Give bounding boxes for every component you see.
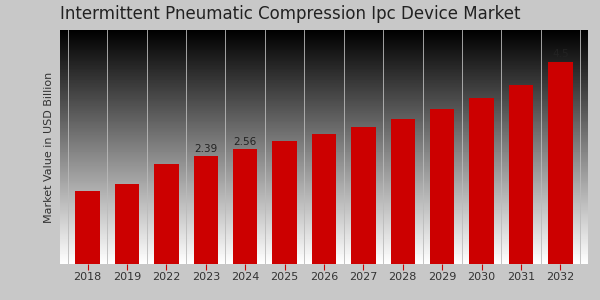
Bar bbox=[430, 109, 454, 264]
Bar bbox=[272, 141, 297, 264]
Text: Intermittent Pneumatic Compression Ipc Device Market: Intermittent Pneumatic Compression Ipc D… bbox=[60, 5, 521, 23]
Text: 4.5: 4.5 bbox=[552, 49, 569, 59]
Text: 2.56: 2.56 bbox=[233, 136, 257, 147]
Bar bbox=[194, 157, 218, 264]
Bar bbox=[312, 134, 336, 264]
Bar bbox=[76, 191, 100, 264]
Bar bbox=[154, 164, 179, 264]
Bar bbox=[469, 98, 494, 264]
Bar bbox=[548, 61, 572, 264]
Y-axis label: Market Value in USD Billion: Market Value in USD Billion bbox=[44, 71, 55, 223]
Bar bbox=[351, 127, 376, 264]
Bar bbox=[233, 149, 257, 264]
Bar bbox=[115, 184, 139, 264]
Bar bbox=[509, 85, 533, 264]
Text: 2.39: 2.39 bbox=[194, 144, 217, 154]
Bar bbox=[391, 119, 415, 264]
